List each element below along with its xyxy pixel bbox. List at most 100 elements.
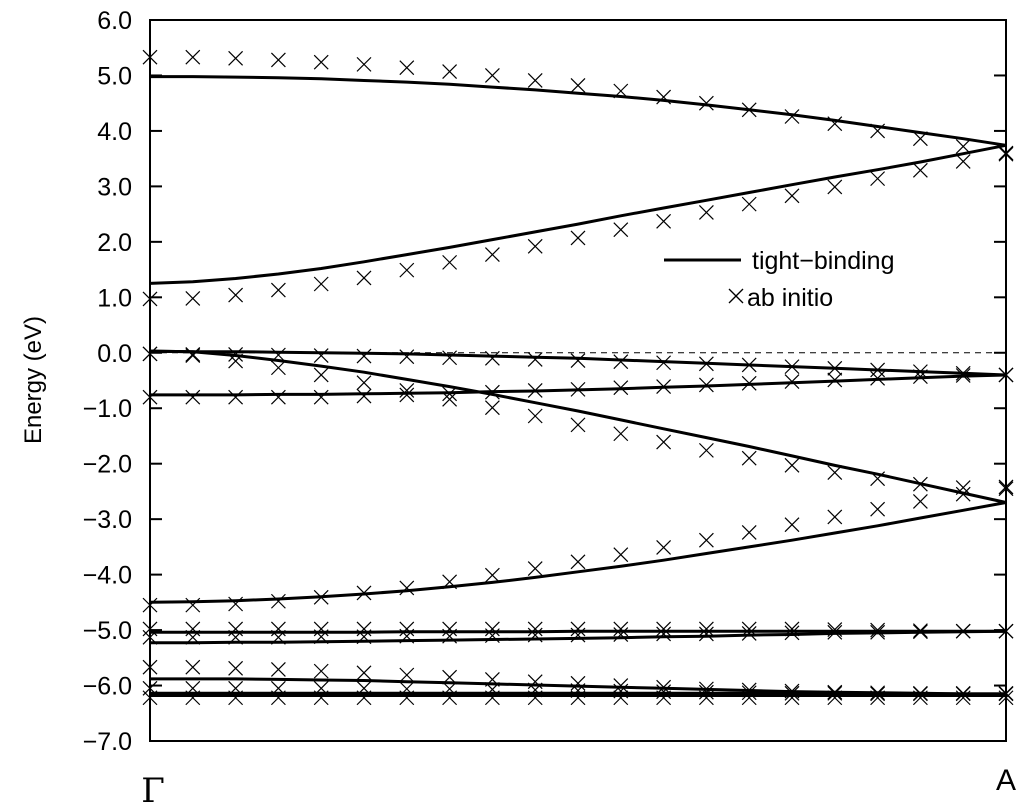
ab-initio-point: [185, 690, 201, 706]
ab-initio-point: [399, 580, 415, 596]
ab-initio-point: [656, 690, 672, 706]
ab-initio-point: [955, 690, 971, 706]
ab-initio-point: [613, 380, 629, 396]
ab-initio-point: [527, 682, 543, 698]
ab-initio-point: [870, 171, 886, 187]
ab-initio-point: [399, 667, 415, 683]
ab-initio-point: [955, 623, 971, 639]
ab-initio-point: [698, 377, 714, 393]
ab-initio-point: [442, 621, 458, 637]
ab-initio-point: [698, 205, 714, 220]
ab-initio-point: [442, 386, 458, 402]
ab-initio-point: [870, 362, 886, 378]
ab-initio-point: [870, 624, 886, 640]
ab-initio-point: [570, 230, 586, 246]
ab-initio-point: [784, 625, 800, 641]
ab-initio-point: [827, 622, 843, 637]
ab-initio-point: [356, 690, 372, 706]
ab-initio-point: [741, 357, 757, 373]
ab-initio-point: [313, 629, 329, 645]
ab-initio-point: [870, 471, 886, 487]
ab-initio-point: [912, 623, 928, 639]
ab-initio-point: [527, 690, 543, 706]
ab-initio-point: [656, 213, 672, 229]
ab-initio-point: [484, 247, 500, 263]
ab-initio-point: [185, 49, 201, 65]
ab-initio-point: [356, 629, 372, 645]
ab-initio-point: [185, 621, 201, 637]
ab-initio-point: [870, 622, 886, 638]
ab-initio-point: [527, 561, 543, 576]
ab-initio-point: [484, 621, 500, 637]
ab-initio-point: [399, 60, 415, 76]
ab-initio-point: [741, 196, 757, 212]
tight-binding-band-7: [150, 629, 1006, 634]
ab-initio-point: [270, 282, 286, 298]
ab-initio-point: [656, 89, 672, 105]
ab-initio-point: [656, 679, 672, 695]
ab-initio-point: [741, 625, 757, 641]
ab-initio-point: [356, 348, 372, 364]
ab-initio-point: [185, 348, 201, 363]
ab-initio-point: [827, 690, 843, 706]
ab-initio-point: [442, 690, 458, 706]
ab-initio-point: [570, 627, 586, 643]
ab-initio-point: [784, 359, 800, 375]
y-axis: 6.0 5.0 4.0 3.0 2.0 1.0 0.0 −1.0 −2.0 −3.0 −4.0 −5.…: [83, 7, 1006, 756]
ab-initio-point: [827, 685, 843, 701]
ab-initio-point: [228, 690, 244, 706]
ab-initio-point: [185, 347, 201, 362]
ab-initio-point: [570, 417, 586, 433]
ab-initio-point: [270, 52, 286, 68]
ab-initio-point: [484, 384, 500, 400]
ab-initio-point: [656, 626, 672, 642]
ab-initio-point: [313, 389, 329, 405]
ab-initio-point: [613, 222, 629, 238]
ab-initio-point: [741, 682, 757, 698]
ab-initio-point: [741, 525, 757, 540]
y-tick-label: −6.0: [83, 673, 132, 701]
ab-initio-point: [228, 347, 244, 362]
legend: tight−binding ab initio: [664, 247, 894, 312]
ab-initio-point: [570, 690, 586, 706]
ab-initio-point: [741, 621, 757, 637]
ab-initio-point: [912, 493, 928, 509]
ab-initio-point: [270, 593, 286, 609]
ab-initio-point: [827, 465, 843, 480]
tight-binding-band-2: [149, 143, 1007, 285]
ab-initio-point: [827, 116, 843, 132]
ab-initio-point: [399, 628, 415, 644]
ab-initio-point: [656, 540, 672, 555]
ab-initio-point: [827, 509, 843, 525]
ab-initio-point: [442, 574, 458, 590]
ab-initio-point: [741, 690, 757, 706]
ab-initio-point: [784, 188, 800, 204]
ab-initio-point: [527, 621, 543, 637]
ab-initio-point: [527, 73, 543, 88]
ab-initio-point: [356, 56, 372, 72]
ab-initio-point: [484, 350, 500, 366]
ab-initio-point: [442, 669, 458, 685]
ab-initio-point: [313, 348, 329, 363]
ab-initio-point: [270, 621, 286, 637]
ab-initio-point: [870, 685, 886, 701]
ab-initio-point: [784, 457, 800, 473]
ab-initio-point: [399, 383, 415, 398]
legend-label-tight-binding: tight−binding: [752, 247, 894, 275]
ab-initio-point: [613, 627, 629, 642]
ab-initio-point: [527, 352, 543, 367]
ab-initio-point: [656, 379, 672, 395]
ab-initio-point: [399, 349, 415, 365]
ab-initio-point: [399, 262, 415, 278]
ab-initio-point: [741, 375, 757, 391]
ab-initio-point: [356, 621, 372, 637]
y-tick-label: 0.0: [97, 340, 132, 368]
ab-initio-point: [912, 162, 928, 178]
ab-initio-point: [313, 589, 329, 605]
ab-initio-point: [784, 621, 800, 637]
ab-initio-point: [784, 374, 800, 390]
ab-initio-point: [741, 450, 757, 466]
ab-initio-point: [784, 690, 800, 706]
y-tick-label: −5.0: [83, 617, 132, 645]
ab-initio-point: [484, 68, 500, 83]
